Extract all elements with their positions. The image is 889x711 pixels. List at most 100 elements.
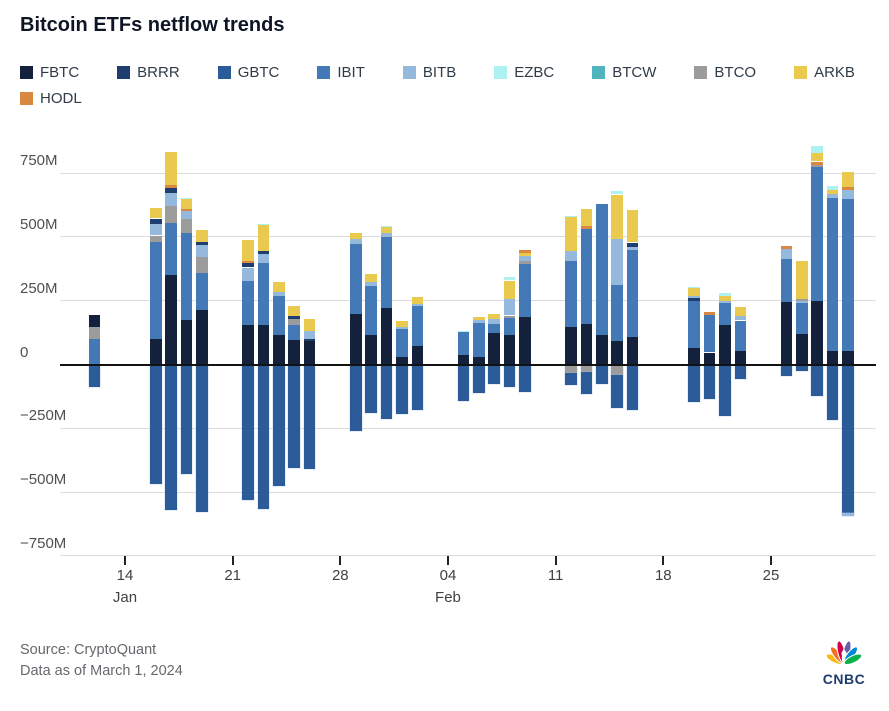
bar-segment-fbtc [519, 317, 531, 365]
bar-segment-gbtc [273, 364, 285, 487]
bar-segment-gbtc [796, 364, 808, 371]
chart-title: Bitcoin ETFs netflow trends [20, 14, 285, 36]
bar-segment-fbtc [811, 300, 823, 365]
bar-segment-ibit [165, 222, 177, 275]
bar-segment-arkb [350, 233, 362, 240]
bar-segment-arkb [811, 152, 823, 162]
bar-segment-gbtc [165, 364, 177, 510]
bar-segment-bitb [396, 327, 408, 330]
bar-segment-gbtc [703, 364, 716, 399]
bar-segment-ibit [626, 249, 639, 337]
legend-swatch-icon [20, 66, 33, 79]
bar-segment-ezbc [380, 225, 393, 227]
y-tick-label: 250M [20, 279, 58, 297]
gridline-−500M [60, 491, 876, 493]
bar-segment-ibit [580, 229, 593, 324]
bar-segment-hodl [703, 312, 716, 315]
bar-segment-bitb [380, 233, 393, 237]
legend-swatch-icon [20, 92, 33, 105]
bar-segment-gbtc [88, 364, 100, 388]
bar-segment-gbtc [596, 364, 608, 385]
bar-segment-fbtc [242, 325, 254, 365]
bar-segment-arkb [488, 313, 500, 319]
bar-segment-ibit [503, 318, 516, 335]
bar-segment-hodl [580, 226, 593, 230]
bar-segment-hodl [780, 246, 793, 250]
bar-segment-fbtc [165, 274, 177, 365]
x-tick-label: 21 [224, 566, 241, 584]
bar-segment-bitb [196, 245, 208, 258]
legend-item-btco: BTCO [694, 64, 756, 81]
bar-segment-ibit [411, 306, 423, 346]
bar-segment-fbtc [273, 334, 285, 365]
bar-segment-bitb [180, 211, 193, 219]
legend-swatch-icon [217, 66, 231, 79]
bar-segment-gbtc [473, 364, 485, 394]
bar-segment-bitb [796, 300, 808, 303]
bar-segment-ibit [519, 264, 531, 317]
legend-item-hodl: HODL [20, 90, 82, 107]
bar-segment-gbtc [180, 364, 193, 474]
bar-segment-bitb [688, 296, 700, 299]
legend-label: BTCW [612, 64, 657, 81]
legend-label: GBTC [237, 64, 280, 81]
bar-segment-bitb [473, 320, 485, 323]
x-tick-mark [231, 555, 234, 565]
bar-segment-brrr [150, 218, 162, 224]
bar-segment-arkb [734, 307, 746, 317]
bar-segment-fbtc [88, 315, 100, 328]
bar-segment-arkb [288, 305, 300, 316]
bar-segment-fbtc [180, 320, 193, 365]
legend-label: FBTC [40, 64, 80, 81]
bar-segment-btco [288, 319, 300, 326]
bar-segment-ibit [780, 258, 793, 302]
bar-segment-arkb [396, 321, 408, 327]
bar-segment-ezbc [180, 197, 193, 199]
bar-segment-ibit [565, 260, 577, 327]
bar-segment-gbtc [503, 364, 516, 387]
bar-segment-gbtc [303, 364, 316, 470]
bar-segment-gbtc [350, 364, 362, 431]
bar-segment-gbtc [288, 364, 300, 469]
bar-segment-gbtc [719, 364, 731, 416]
bar-segment-brrr [257, 250, 270, 255]
cnbc-peacock-icon [825, 640, 863, 666]
legend-swatch-icon [794, 66, 808, 79]
x-tick-mark [446, 555, 449, 565]
bar-segment-fbtc [503, 334, 516, 365]
as-of-note: Data as of March 1, 2024 [20, 663, 183, 679]
legend-label: BITB [422, 64, 457, 81]
bar-segment-brrr [626, 242, 639, 247]
bar-segment-arkb [842, 171, 854, 188]
bar-segment-brrr [165, 187, 177, 194]
cnbc-logo: CNBC [816, 634, 872, 687]
bar-segment-bitb [350, 239, 362, 245]
bar-segment-ibit [457, 332, 470, 355]
gridline-−750M [60, 555, 876, 557]
bar-segment-fbtc [457, 355, 470, 365]
bar-segment-ibit [703, 314, 716, 353]
bar-segment-gbtc [565, 373, 577, 385]
bar-segment-arkb [565, 217, 577, 251]
legend-swatch-icon [402, 66, 416, 79]
bar-segment-fbtc [842, 351, 854, 365]
bar-segment-ibit [596, 204, 608, 335]
bar-segment-fbtc [565, 327, 577, 365]
bar-segment-ibit [150, 242, 162, 339]
y-tick-label: 750M [20, 152, 58, 170]
bar-segment-ezbc [688, 287, 700, 289]
bar-segment-ibit [719, 303, 731, 325]
legend-item-fbtc: FBTC [20, 64, 79, 81]
bar-segment-arkb [242, 239, 254, 261]
bar-segment-ibit [288, 325, 300, 341]
bar-segment-btco [580, 364, 593, 372]
bar-segment-bitb [488, 318, 500, 324]
gridline-750M [60, 172, 876, 174]
bar-segment-fbtc [257, 325, 270, 365]
legend-label: IBIT [337, 64, 365, 81]
bar-segment-fbtc [703, 352, 716, 365]
bar-segment-bitb [242, 267, 254, 281]
bar-segment-fbtc [380, 308, 393, 365]
chart-legend: FBTC BRRR GBTC IBIT BITB EZBC BTCW BTCO ARKB HODL [20, 64, 868, 107]
legend-label: BRRR [137, 64, 180, 81]
